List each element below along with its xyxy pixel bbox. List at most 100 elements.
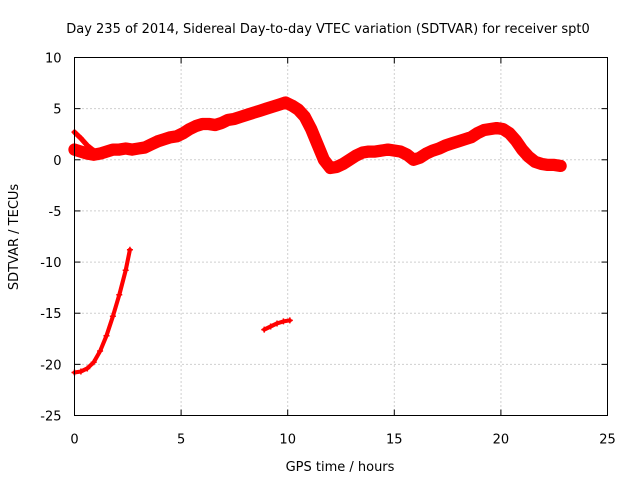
data-point: [333, 163, 340, 170]
data-point: [205, 120, 212, 127]
data-point: [218, 119, 225, 126]
data-point: [327, 164, 334, 171]
data-point: [77, 368, 84, 375]
data-point: [480, 127, 487, 134]
data-point: [286, 317, 293, 324]
data-point: [372, 148, 379, 155]
data-point: [538, 160, 545, 167]
y-tick-label: -5: [49, 205, 62, 220]
data-point: [84, 150, 91, 157]
y-tick-label: 0: [53, 154, 61, 169]
data-point: [557, 162, 564, 169]
data-point: [267, 323, 274, 330]
data-point: [90, 359, 97, 366]
data-point: [212, 122, 219, 129]
data-point: [532, 158, 539, 165]
data-point: [274, 320, 281, 327]
y-axis-label: SDTVAR / TECUs: [7, 184, 22, 291]
data-point: [103, 332, 110, 339]
data-point: [186, 126, 193, 133]
data-point: [180, 130, 187, 137]
data-point: [122, 145, 129, 152]
data-point: [493, 125, 500, 132]
y-tick-label: 5: [53, 103, 61, 118]
plot-frame: [74, 57, 608, 416]
data-point: [77, 148, 84, 155]
data-point: [269, 103, 276, 110]
data-point: [468, 134, 475, 141]
data-point: [161, 136, 168, 143]
data-point: [410, 156, 417, 163]
data-point: [225, 116, 232, 123]
data-point: [167, 134, 174, 141]
data-point: [77, 135, 84, 142]
data-point: [340, 160, 347, 167]
data-point: [103, 148, 110, 155]
data-point: [295, 106, 302, 113]
data-point: [116, 291, 123, 298]
data-point: [506, 130, 513, 137]
data-point: [551, 161, 558, 168]
data-point: [280, 318, 287, 325]
data-point: [173, 133, 180, 140]
series-main-trace: [68, 96, 567, 175]
data-point: [455, 138, 462, 145]
data-point: [263, 105, 270, 112]
data-point: [244, 111, 251, 118]
data-point: [423, 150, 430, 157]
data-point: [199, 120, 206, 127]
x-tick-label: 25: [599, 433, 616, 448]
data-point: [84, 365, 91, 372]
x-tick-label: 15: [386, 433, 403, 448]
data-point: [122, 267, 129, 274]
x-tick-label: 0: [70, 433, 78, 448]
data-point: [97, 150, 104, 157]
series-layer: [68, 96, 567, 376]
data-point: [84, 142, 91, 149]
x-tick-label: 10: [279, 433, 296, 448]
y-tick-label: -15: [40, 307, 61, 322]
data-point: [544, 161, 551, 168]
data-point: [519, 146, 526, 153]
data-point: [442, 142, 449, 149]
ticks: 0 5 10 15 20 25 -25 -20 -15 -10 -5 0 5 10: [40, 52, 616, 448]
data-point: [487, 126, 494, 133]
data-point: [365, 148, 372, 155]
data-point: [282, 99, 289, 106]
data-point: [250, 109, 257, 116]
x-tick-label: 5: [177, 433, 185, 448]
data-point: [384, 146, 391, 153]
data-point: [391, 147, 398, 154]
data-point: [397, 148, 404, 155]
y-tick-label: -10: [40, 256, 61, 271]
data-point: [308, 126, 315, 133]
data-point: [237, 113, 244, 120]
data-point: [346, 156, 353, 163]
series-descending-arc: [72, 247, 132, 375]
data-point: [288, 102, 295, 109]
data-point: [148, 141, 155, 148]
grid: [74, 57, 608, 416]
x-axis-label: GPS time / hours: [286, 460, 395, 475]
y-tick-label: -20: [40, 358, 61, 373]
data-point: [404, 151, 411, 158]
data-point: [352, 152, 359, 159]
data-point: [256, 107, 263, 114]
data-point: [448, 140, 455, 147]
data-point: [416, 154, 423, 161]
data-point: [126, 246, 133, 253]
data-point: [109, 146, 116, 153]
x-tick-label: 20: [493, 433, 510, 448]
data-point: [141, 144, 148, 151]
data-point: [154, 138, 161, 145]
data-point: [301, 113, 308, 120]
data-point: [314, 141, 321, 148]
data-point: [129, 146, 136, 153]
chart-title: Day 235 of 2014, Sidereal Day-to-day VTE…: [66, 22, 590, 37]
data-point: [429, 147, 436, 154]
data-point: [378, 147, 385, 154]
data-point: [500, 126, 507, 133]
data-point: [90, 147, 97, 154]
data-point: [135, 145, 142, 152]
